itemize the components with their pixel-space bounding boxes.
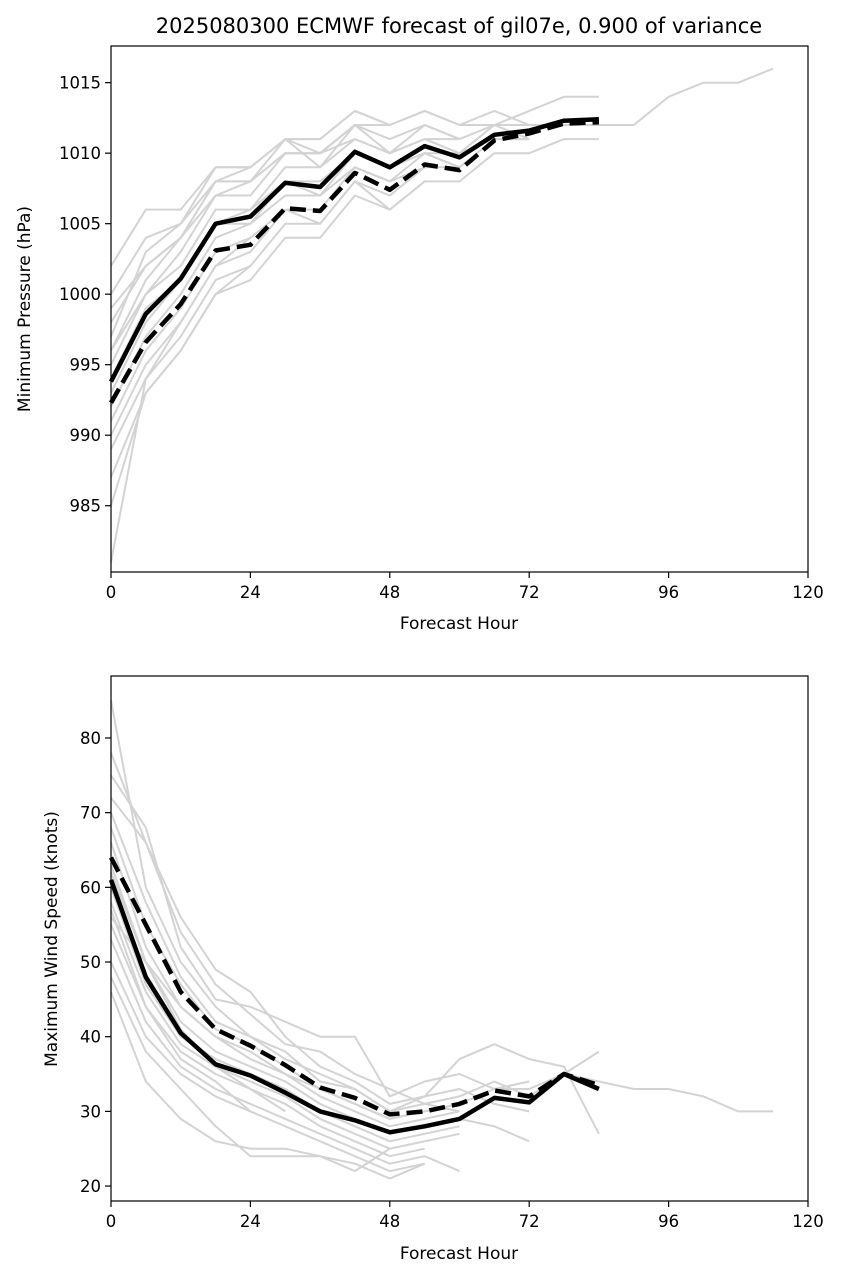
wind-x-tick-label: 96 [658, 1212, 679, 1231]
wind-member-line-12 [110, 924, 425, 1158]
pressure-panel: 0 24 48 72 96 120 985 990 995 1000 1005 1010 1015 F… [15, 45, 824, 634]
wind-member-line-3 [110, 752, 600, 1135]
pressure-member-lines [110, 67, 774, 563]
pressure-solid-mean-line [108, 117, 599, 383]
wind-x-tick-label: 72 [519, 1212, 540, 1231]
pressure-y-tick-label: 1015 [59, 74, 101, 93]
wind-member-line-16 [110, 991, 391, 1173]
wind-y-tick-label: 40 [80, 1028, 101, 1047]
wind-x-tick-label: 48 [379, 1212, 400, 1231]
wind-member-line-15 [110, 976, 426, 1180]
wind-solid-mean-line [108, 879, 600, 1135]
pressure-member-line-5 [110, 138, 460, 352]
wind-member-line-17 [110, 909, 252, 1113]
pressure-member-line-11 [110, 166, 426, 436]
pressure-y-tick-label: 995 [70, 356, 102, 375]
wind-member-line-4 [110, 774, 530, 1098]
pressure-member-line-16 [110, 109, 391, 323]
pressure-member-line-8 [110, 138, 530, 394]
pressure-x-tick-label: 24 [240, 583, 261, 602]
wind-axes-frame [110, 675, 809, 1202]
wind-x-ticks: 0 24 48 72 96 120 [106, 1201, 824, 1231]
pressure-y-axis-label: Minimum Pressure (hPa) [15, 206, 35, 412]
wind-y-tick-label: 50 [80, 953, 101, 972]
wind-x-tick-label: 0 [106, 1212, 117, 1231]
wind-y-axis-label: Maximum Wind Speed (knots) [42, 811, 62, 1067]
pressure-x-tick-label: 72 [519, 583, 540, 602]
wind-y-tick-label: 60 [80, 878, 101, 897]
pressure-member-line-9 [110, 152, 460, 408]
pressure-y-tick-label: 985 [70, 497, 102, 516]
pressure-y-ticks: 985 990 995 1000 1005 1010 1015 [59, 74, 111, 516]
pressure-member-line-13 [110, 180, 426, 478]
wind-member-line-5 [110, 797, 460, 1113]
pressure-mean-lines [108, 117, 599, 404]
wind-member-line-10 [110, 886, 460, 1143]
pressure-member-line-12 [110, 138, 599, 450]
pressure-y-tick-label: 1005 [59, 215, 101, 234]
pressure-x-tick-label: 96 [658, 583, 679, 602]
wind-x-tick-label: 24 [240, 1212, 261, 1231]
wind-y-tick-label: 20 [80, 1177, 101, 1196]
wind-dashed-mean-line [109, 856, 600, 1117]
pressure-y-tick-label: 1010 [59, 144, 101, 163]
pressure-y-tick-label: 1000 [59, 285, 101, 304]
pressure-member-line-14 [110, 265, 252, 506]
pressure-x-ticks: 0 24 48 72 96 120 [106, 572, 824, 602]
wind-member-line-8 [110, 842, 460, 1128]
pressure-x-tick-label: 0 [106, 583, 117, 602]
wind-member-line-13 [110, 939, 460, 1173]
pressure-x-tick-label: 48 [379, 583, 400, 602]
pressure-x-tick-label: 120 [792, 583, 824, 602]
wind-member-line-11 [110, 901, 460, 1150]
wind-member-line-6 [110, 812, 530, 1113]
wind-y-tick-label: 80 [80, 729, 101, 748]
wind-x-axis-label: Forecast Hour [400, 1244, 518, 1264]
pressure-x-axis-label: Forecast Hour [400, 614, 518, 634]
pressure-member-line-15 [110, 208, 286, 563]
wind-member-line-7 [110, 827, 460, 1120]
wind-member-line-14 [110, 961, 425, 1173]
chart-title: 2025080300 ECMWF forecast of gil07e, 0.9… [156, 14, 762, 38]
wind-panel: 0 24 48 72 96 120 20 30 40 50 60 70 80 Forecast Hou… [42, 675, 824, 1264]
wind-x-tick-label: 120 [792, 1212, 824, 1231]
wind-y-tick-label: 70 [80, 804, 101, 823]
wind-y-tick-label: 30 [80, 1102, 101, 1121]
pressure-y-tick-label: 990 [70, 426, 102, 445]
wind-y-ticks: 20 30 40 50 60 70 80 [80, 729, 111, 1196]
wind-member-line-2 [110, 700, 600, 1113]
pressure-dashed-mean-line [109, 119, 599, 404]
pressure-member-line-17 [110, 124, 356, 352]
pressure-axes-frame [110, 45, 809, 573]
wind-member-line-1 [110, 916, 774, 1120]
wind-mean-lines [108, 856, 600, 1135]
